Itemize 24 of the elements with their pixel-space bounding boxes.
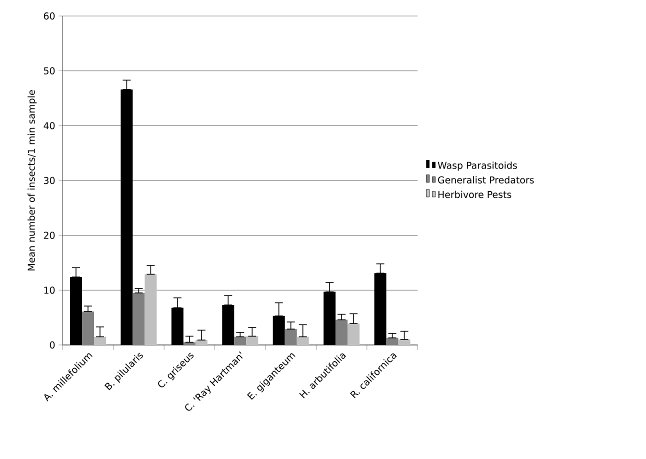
bar bbox=[336, 320, 348, 345]
bar bbox=[246, 336, 258, 345]
y-tick-label: 0 bbox=[50, 341, 55, 349]
bar bbox=[386, 338, 398, 345]
bar bbox=[296, 336, 309, 345]
bar bbox=[132, 292, 145, 345]
legend-label: Generalist Predators bbox=[438, 176, 534, 184]
bar bbox=[195, 340, 208, 345]
bar bbox=[82, 312, 94, 345]
y-tick-label: 20 bbox=[44, 232, 55, 239]
y-tick-label: 60 bbox=[44, 12, 55, 20]
bar bbox=[284, 329, 297, 345]
bar bbox=[348, 324, 360, 345]
bar bbox=[234, 336, 246, 345]
y-tick-label: 10 bbox=[44, 286, 55, 294]
bar bbox=[144, 274, 157, 345]
y-tick-label: 40 bbox=[44, 122, 55, 130]
legend-label: Herbivore Pests bbox=[438, 190, 512, 198]
y-tick-label: 30 bbox=[44, 176, 55, 184]
bar bbox=[398, 340, 410, 345]
y-axis-title: Mean number of insects/1 min sample bbox=[28, 90, 37, 270]
legend-label: Wasp Parasitoids bbox=[438, 162, 517, 171]
bar bbox=[94, 336, 106, 345]
y-tick-label: 50 bbox=[44, 67, 55, 74]
